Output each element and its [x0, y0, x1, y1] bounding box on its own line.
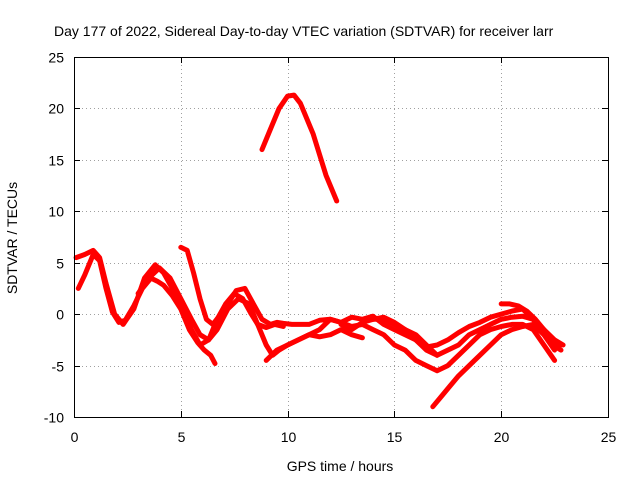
- y-tick-label: 15: [48, 153, 64, 169]
- x-tick-label: 10: [281, 429, 297, 445]
- series-arc-9: [430, 321, 564, 410]
- series-arc-6: [263, 316, 558, 374]
- series-arc-3: [135, 265, 365, 358]
- x-axis-label: GPS time / hours: [287, 458, 394, 474]
- x-tick-label: 20: [494, 429, 510, 445]
- data-series: [73, 92, 566, 410]
- y-tick-label: 25: [48, 50, 64, 66]
- axis-ticks: 0 5 10 15 20 25 -10 -5 0 5 10 15 20 25: [44, 50, 617, 446]
- y-tick-label: 20: [48, 101, 64, 117]
- grid-lines: [74, 57, 608, 417]
- y-axis-label: SDTVAR / TECUs: [4, 182, 20, 294]
- x-tick-label: 0: [71, 429, 79, 445]
- series-arc-4: [178, 244, 440, 358]
- y-tick-label: 10: [48, 204, 64, 220]
- series-arc-5: [259, 92, 340, 204]
- y-tick-label: 0: [56, 307, 64, 323]
- y-tick-label: -10: [44, 410, 64, 426]
- y-tick-label: -5: [52, 359, 65, 375]
- chart-title: Day 177 of 2022, Sidereal Day-to-day VTE…: [54, 23, 554, 39]
- plot-frame: [74, 57, 609, 418]
- series-arc-10: [498, 301, 564, 348]
- x-tick-label: 5: [178, 429, 186, 445]
- x-tick-label: 25: [601, 429, 617, 445]
- y-tick-label: 5: [56, 256, 64, 272]
- x-tick-label: 15: [387, 429, 403, 445]
